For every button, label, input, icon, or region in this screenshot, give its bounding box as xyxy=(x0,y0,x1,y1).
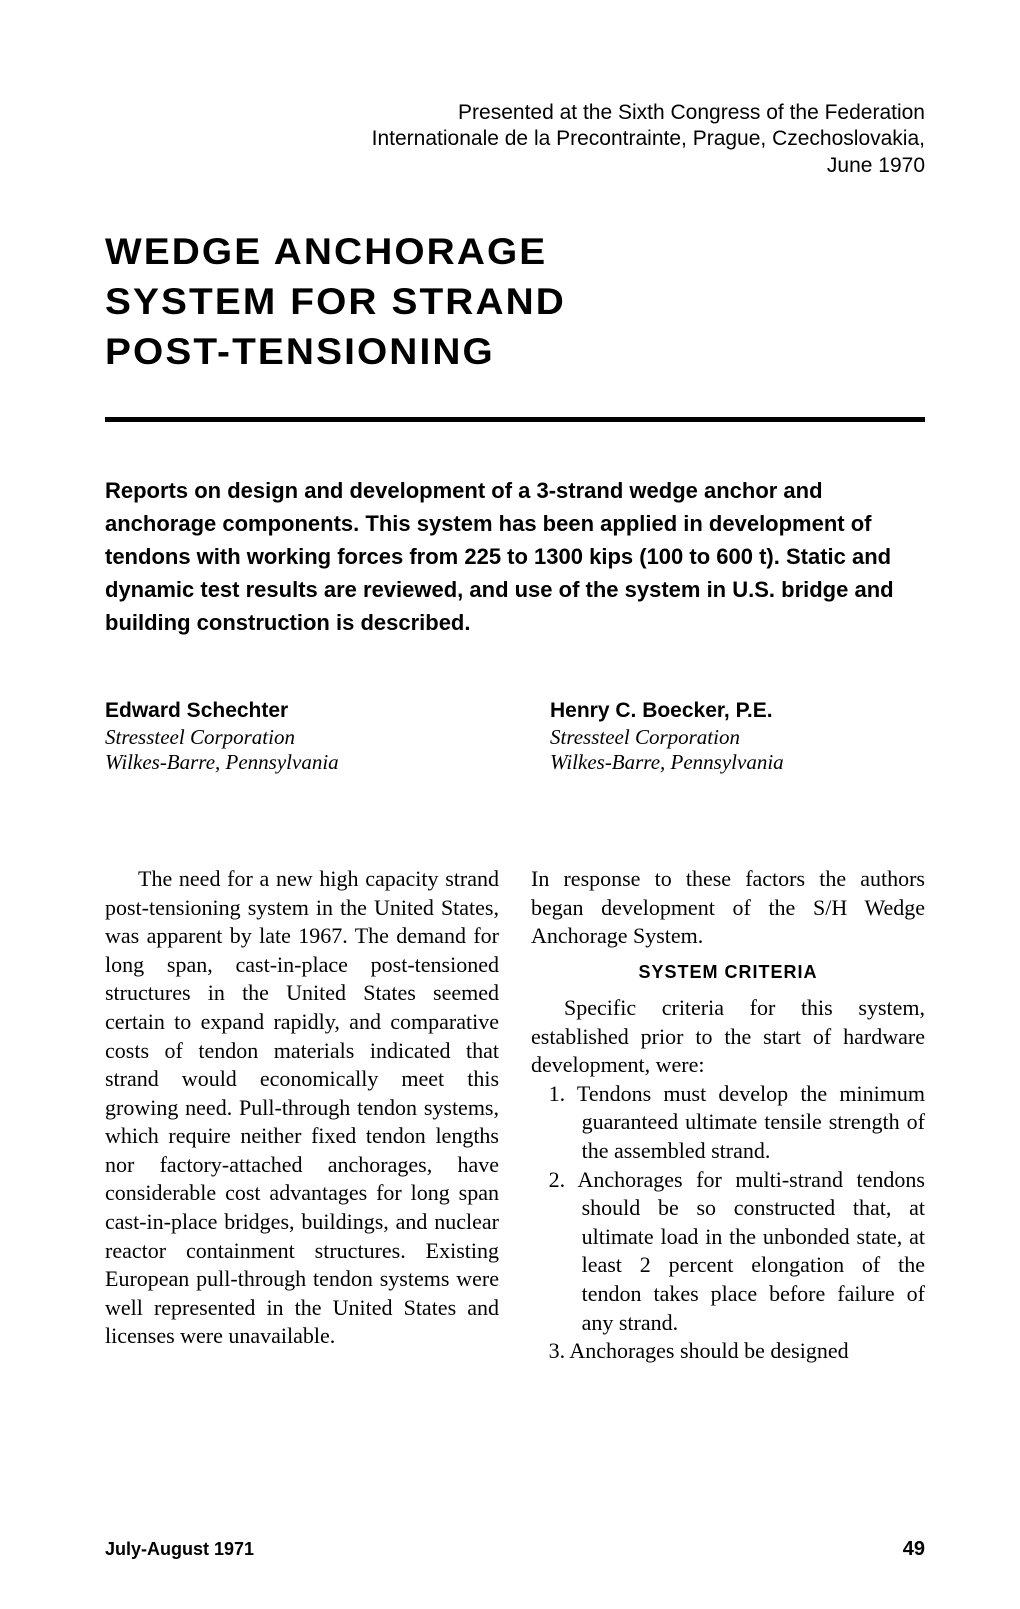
presented-line-3: June 1970 xyxy=(827,154,925,177)
author-1-loc: Wilkes-Barre, Pennsylvania xyxy=(105,750,480,775)
authors-block: Edward Schechter Stressteel Corporation … xyxy=(105,699,925,775)
title-line-3: POST-TENSIONING xyxy=(105,331,495,372)
body-text: The need for a new high capacity strand … xyxy=(105,865,925,1366)
title-line-2: SYSTEM FOR STRAND xyxy=(105,281,566,322)
page-footer: July-August 1971 49 xyxy=(105,1538,925,1561)
author-2: Henry C. Boecker, P.E. Stressteel Corpor… xyxy=(550,699,925,775)
col2-paragraph-2: Specific criteria for this system, estab… xyxy=(531,994,925,1080)
article-title: WEDGE ANCHORAGE SYSTEM FOR STRAND POST-T… xyxy=(105,227,966,377)
abstract: Reports on design and development of a 3… xyxy=(105,474,925,639)
author-2-loc: Wilkes-Barre, Pennsylvania xyxy=(550,750,925,775)
criteria-list: 1. Tendons must develop the minimum guar… xyxy=(531,1080,925,1366)
section-heading-system-criteria: SYSTEM CRITERIA xyxy=(531,961,925,984)
presentation-note: Presented at the Sixth Congress of the F… xyxy=(255,100,925,179)
author-1-org: Stressteel Corporation xyxy=(105,725,480,750)
criteria-item-2: 2. Anchorages for multi-strand tendons s… xyxy=(564,1166,925,1338)
footer-page-number: 49 xyxy=(903,1538,925,1561)
footer-issue: July-August 1971 xyxy=(105,1539,254,1560)
col1-paragraph-1: The need for a new high capacity strand … xyxy=(105,865,499,1351)
author-2-org: Stressteel Corporation xyxy=(550,725,925,750)
title-rule xyxy=(105,417,925,422)
column-2: In response to these factors the authors… xyxy=(531,865,925,1366)
presented-line-1: Presented at the Sixth Congress of the F… xyxy=(458,101,925,124)
column-1: The need for a new high capacity strand … xyxy=(105,865,499,1366)
title-line-1: WEDGE ANCHORAGE xyxy=(105,231,547,272)
col2-paragraph-1: In response to these factors the authors… xyxy=(531,865,925,951)
presented-line-2: Internationale de la Precontrainte, Prag… xyxy=(372,127,925,150)
author-1: Edward Schechter Stressteel Corporation … xyxy=(105,699,480,775)
criteria-item-3: 3. Anchorages should be designed xyxy=(564,1337,925,1366)
author-1-name: Edward Schechter xyxy=(105,699,480,723)
criteria-item-1: 1. Tendons must develop the minimum guar… xyxy=(564,1080,925,1166)
author-2-name: Henry C. Boecker, P.E. xyxy=(550,699,925,723)
